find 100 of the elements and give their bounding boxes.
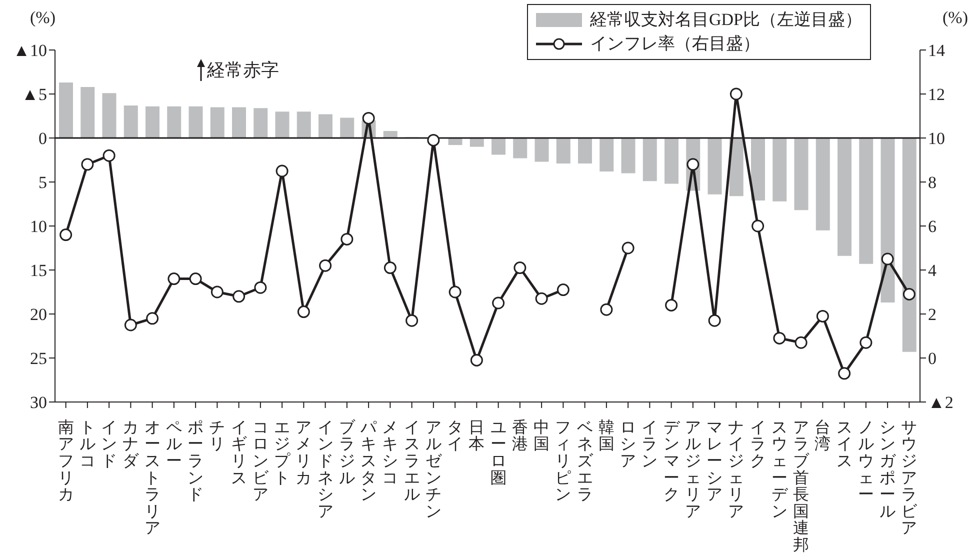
point — [881, 252, 894, 266]
point — [514, 262, 526, 274]
bar — [102, 93, 116, 138]
x-tick-label: チリ — [209, 419, 226, 454]
bar — [578, 138, 592, 164]
point — [730, 88, 742, 100]
annotation: 経常赤字 — [207, 59, 279, 82]
point — [102, 149, 116, 162]
bar — [254, 108, 268, 138]
bar — [600, 138, 614, 172]
x-tick-label: インド — [101, 419, 118, 470]
point — [708, 314, 721, 327]
y2-tick-label: 10 — [928, 129, 945, 148]
bar — [902, 138, 916, 352]
x-tick-label: イスラエル — [404, 419, 420, 504]
x-tick-label: フィリピン — [555, 419, 572, 504]
legend-label: インフレ率（右目盛） — [590, 33, 760, 55]
bar — [859, 138, 874, 264]
x-tick-label: トルコ — [79, 419, 96, 470]
bar — [880, 138, 895, 303]
y2-axis-title: (%) — [942, 8, 968, 28]
x-tick-label: スイス — [836, 419, 852, 470]
point — [254, 281, 267, 294]
x-tick-label: 南アフリカ — [58, 418, 74, 504]
x-tick-label: 韓国 — [598, 418, 614, 454]
point — [470, 354, 483, 366]
bar — [340, 118, 354, 138]
y-tick-label: 10 — [30, 217, 47, 236]
x-tick-label: 中国 — [534, 418, 550, 454]
point — [189, 272, 202, 286]
point — [362, 112, 375, 124]
bar — [188, 106, 203, 138]
point — [492, 296, 505, 310]
bar — [383, 130, 398, 138]
point — [686, 158, 700, 171]
x-tick-label: ナイジェリア — [728, 419, 744, 520]
y-tick-label: 15 — [30, 261, 47, 280]
x-tick-label: ベネズエラ — [576, 419, 594, 504]
x-tick-label: 香港 — [512, 418, 528, 454]
x-tick-label: ペルー — [166, 419, 182, 470]
x-tick-label: イラク — [750, 419, 766, 470]
point — [406, 314, 418, 327]
y-tick-label: ▲5 — [22, 85, 47, 104]
point — [622, 242, 634, 254]
point — [600, 303, 613, 316]
x-tick-label: 台湾 — [814, 418, 831, 454]
point — [340, 232, 354, 246]
y-axis-title: (%) — [30, 8, 56, 28]
bar — [513, 138, 528, 158]
bar — [492, 138, 506, 155]
point — [146, 312, 159, 325]
x-tick-label: ユーロ圏 — [490, 419, 506, 487]
bar — [124, 105, 138, 138]
y-tick-label: ▲10 — [13, 41, 47, 60]
y2-tick-label: 4 — [928, 261, 937, 280]
bar — [167, 106, 182, 138]
y-tick-label: 5 — [38, 173, 47, 192]
bar — [534, 138, 549, 162]
x-tick-label: ブラジル — [338, 418, 356, 487]
x-tick-label: メキシコ — [382, 419, 398, 487]
x-tick-label: ポーランド — [188, 419, 204, 504]
x-tick-label: スウェーデン — [771, 419, 788, 520]
x-tick-label: ロシア — [620, 419, 636, 470]
point — [384, 262, 396, 274]
point — [276, 164, 288, 178]
bar — [794, 138, 808, 210]
x-tick-label: パキスタン — [360, 419, 378, 504]
x-tick-label: サウジアラビア — [901, 419, 918, 538]
x-tick-label: 日本 — [468, 419, 485, 454]
x-tick-label: シンガポール — [880, 419, 897, 520]
x-tick-label: カナダ — [122, 419, 140, 470]
point — [752, 220, 764, 232]
point — [232, 290, 246, 303]
x-tick-label: タイ — [447, 419, 464, 454]
point — [124, 318, 137, 332]
x-tick-label: アルジェリア — [684, 419, 701, 520]
x-tick-label: ノルウェー — [858, 419, 874, 504]
x-tick-label: インドネシア — [317, 419, 334, 520]
y-tick-label: 25 — [30, 349, 47, 368]
bar — [642, 138, 657, 182]
y2-tick-label: 0 — [928, 349, 936, 368]
y-tick-label: 20 — [30, 305, 47, 324]
x-tick-label: アメリカ — [296, 419, 312, 487]
point — [297, 306, 310, 318]
point — [816, 310, 829, 322]
x-tick-label: アルゼンチン — [425, 419, 442, 520]
y2-tick-label: 12 — [928, 85, 945, 104]
bar — [232, 107, 246, 138]
bar — [621, 138, 636, 174]
bar — [708, 138, 722, 194]
x-tick-label: コロンビア — [252, 419, 270, 504]
point — [902, 288, 916, 300]
point — [168, 272, 180, 286]
point — [60, 228, 72, 242]
point — [210, 286, 224, 298]
bar — [296, 112, 311, 138]
x-tick-label: アラブ首長国連邦 — [793, 419, 810, 554]
y2-tick-label: ▲2 — [928, 393, 954, 412]
bar — [275, 112, 290, 138]
point — [556, 284, 570, 296]
